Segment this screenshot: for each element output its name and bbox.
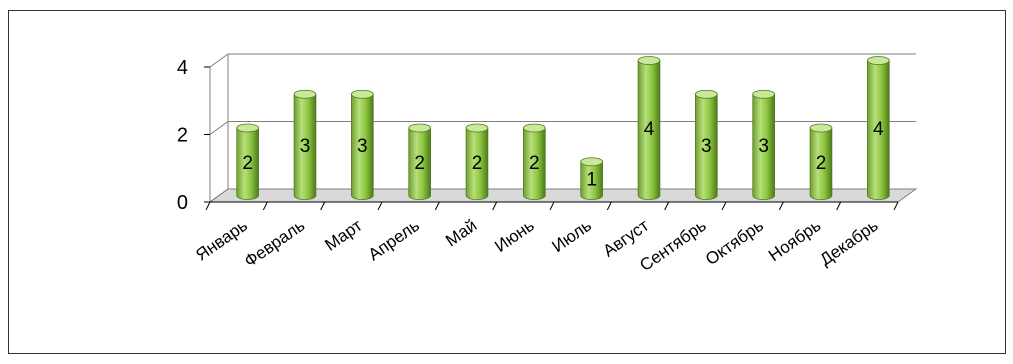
x-category-label: Март — [321, 216, 365, 255]
x-tick-mark — [721, 201, 727, 211]
y-tick-label: 4 — [177, 57, 188, 79]
bar-cap — [752, 89, 775, 99]
x-category-label: Май — [442, 216, 480, 251]
data-label: 1 — [586, 170, 597, 191]
bar: 3 — [752, 89, 775, 200]
x-category-label: Декабрь — [816, 216, 881, 270]
bar-cap — [695, 89, 718, 99]
bar: 3 — [695, 89, 718, 200]
bar: 3 — [351, 89, 374, 200]
y-tick-label: 2 — [177, 125, 188, 147]
bar-cap — [580, 157, 603, 167]
bar: 2 — [809, 123, 833, 200]
bar-cap — [408, 123, 431, 133]
bar: 2 — [408, 123, 431, 200]
x-tick-mark — [778, 201, 784, 211]
bar-body — [293, 93, 317, 200]
data-label: 3 — [701, 136, 712, 157]
data-label: 2 — [242, 153, 253, 174]
x-tick-mark — [836, 201, 842, 211]
gridline-depth — [209, 53, 229, 68]
bar: 2 — [465, 123, 489, 200]
x-tick-mark — [893, 201, 899, 211]
x-tick-mark — [377, 201, 383, 211]
x-tick-mark — [549, 201, 555, 211]
bar-cap — [523, 123, 546, 133]
data-label: 3 — [758, 136, 769, 157]
x-tick-mark — [664, 201, 670, 211]
bar-cap — [351, 89, 374, 99]
x-tick-mark — [492, 201, 498, 211]
bar-body — [695, 93, 718, 200]
bar-body — [580, 161, 603, 200]
bar: 3 — [293, 89, 317, 200]
bar-body — [236, 127, 259, 200]
bars-layer: 2 3 3 2 2 2 1 4 3 3 2 4 — [236, 56, 890, 200]
bar-cap — [293, 89, 317, 99]
bar-body — [637, 60, 661, 200]
chart-frame — [8, 10, 1006, 354]
bar: 2 — [523, 123, 546, 200]
x-category-label: Июль — [549, 216, 596, 257]
bar-body — [523, 127, 546, 200]
data-label: 3 — [300, 136, 311, 157]
bar-cap — [236, 123, 259, 133]
bar: 4 — [867, 56, 890, 200]
bar-cap — [465, 123, 489, 133]
x-category-label: Июнь — [491, 216, 537, 256]
gridline-depth — [209, 121, 229, 135]
x-category-label: Апрель — [365, 216, 423, 265]
y-tick-labels: 0 2 4 — [177, 57, 188, 214]
bar-body — [809, 127, 833, 200]
bar-cap — [809, 123, 833, 133]
data-label: 2 — [414, 153, 425, 174]
bar-cap — [867, 56, 890, 65]
bar-body — [867, 60, 890, 200]
y-tick-label: 0 — [177, 192, 188, 214]
x-tick-mark — [262, 201, 268, 211]
data-label: 2 — [529, 153, 540, 174]
bar-body — [408, 127, 431, 200]
x-tick-mark — [205, 201, 211, 211]
data-label: 4 — [873, 119, 884, 140]
data-label: 4 — [644, 119, 655, 140]
x-category-label: Ноябрь — [765, 216, 824, 265]
bar: 4 — [637, 56, 661, 200]
data-label: 2 — [816, 153, 827, 174]
x-tick-mark — [606, 201, 612, 211]
data-label: 3 — [357, 136, 368, 157]
x-category-label: Октябрь — [702, 216, 767, 269]
bar: 1 — [580, 157, 603, 200]
bar: 2 — [236, 123, 259, 200]
x-category-label: Февраль — [241, 216, 309, 271]
grid-layer — [204, 53, 918, 211]
x-tick-mark — [434, 201, 440, 211]
bar-body — [351, 93, 374, 200]
data-label: 2 — [472, 153, 483, 174]
bar-cap — [637, 56, 661, 65]
bar-body — [465, 127, 489, 200]
bar-body — [752, 93, 775, 200]
gridline-depth — [209, 188, 229, 203]
x-tick-mark — [320, 201, 326, 211]
